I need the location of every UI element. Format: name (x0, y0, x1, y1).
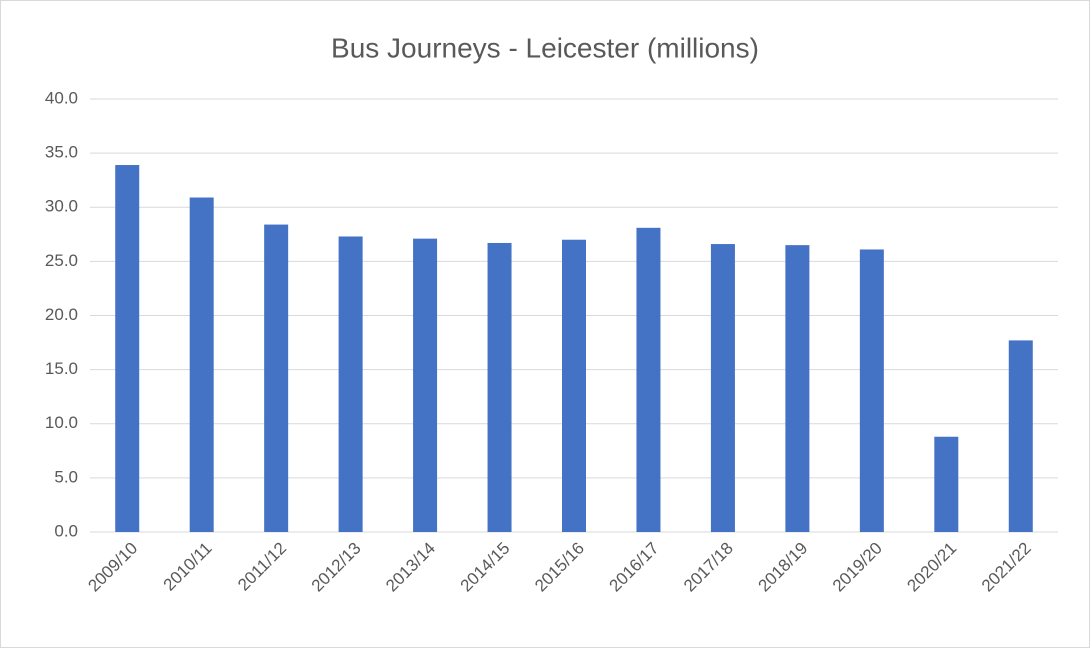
y-tick-label: 20.0 (45, 305, 78, 324)
bar (636, 227, 661, 532)
bar (264, 224, 289, 532)
bar (710, 244, 735, 532)
y-tick-label: 40.0 (45, 88, 78, 107)
bar (562, 239, 586, 532)
bar (934, 436, 959, 532)
y-tick-label: 35.0 (45, 143, 78, 162)
y-tick-label: 5.0 (54, 467, 78, 486)
bar (115, 165, 140, 532)
bar (785, 245, 810, 532)
y-tick-label: 30.0 (45, 197, 78, 216)
y-tick-label: 0.0 (54, 521, 78, 540)
y-tick-label: 25.0 (45, 251, 78, 270)
bar (338, 236, 363, 533)
chart-title: Bus Journeys - Leicester (millions) (331, 32, 759, 63)
y-tick-label: 15.0 (45, 359, 78, 378)
y-tick-label: 10.0 (45, 413, 78, 432)
bar (413, 238, 438, 532)
bar (1008, 340, 1033, 532)
bar (487, 242, 512, 532)
bar (859, 249, 884, 532)
bar (189, 197, 214, 532)
